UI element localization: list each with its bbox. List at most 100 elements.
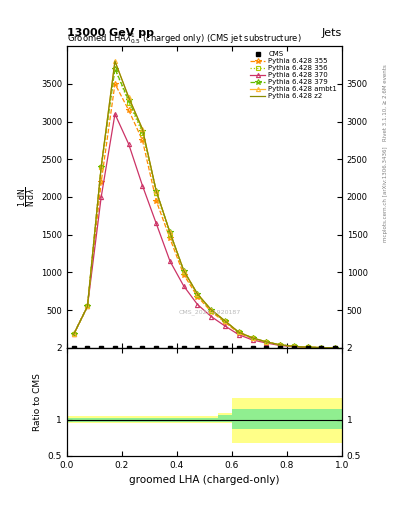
Pythia 6.428 370 <box>85 303 90 309</box>
Pythia 6.428 379 <box>154 188 159 194</box>
Pythia 6.428 355 <box>140 137 145 143</box>
Text: Jets: Jets <box>321 28 342 38</box>
Pythia 6.428 ambt1 <box>127 94 131 100</box>
Pythia 6.428 z2 <box>264 339 269 345</box>
Pythia 6.428 370 <box>72 331 76 337</box>
Text: CMS_2021-1920187: CMS_2021-1920187 <box>179 309 241 314</box>
Pythia 6.428 370 <box>278 343 283 349</box>
Pythia 6.428 379 <box>140 127 145 134</box>
Pythia 6.428 370 <box>195 302 200 308</box>
Pythia 6.428 z2 <box>113 58 118 64</box>
CMS <box>278 345 283 351</box>
Pythia 6.428 355 <box>168 236 173 242</box>
CMS <box>99 345 104 351</box>
Text: 13000 GeV pp: 13000 GeV pp <box>67 28 154 38</box>
Pythia 6.428 z2 <box>292 343 296 349</box>
Pythia 6.428 ambt1 <box>264 339 269 345</box>
Pythia 6.428 355 <box>292 344 296 350</box>
Pythia 6.428 355 <box>99 179 104 185</box>
Y-axis label: Ratio to CMS: Ratio to CMS <box>33 373 42 431</box>
Line: Pythia 6.428 379: Pythia 6.428 379 <box>71 66 338 351</box>
Pythia 6.428 370 <box>127 141 131 147</box>
CMS <box>182 345 186 351</box>
Pythia 6.428 370 <box>113 111 118 117</box>
Pythia 6.428 ambt1 <box>72 331 76 337</box>
Pythia 6.428 356 <box>264 339 269 345</box>
Pythia 6.428 355 <box>250 335 255 342</box>
Pythia 6.428 z2 <box>182 267 186 273</box>
Pythia 6.428 379 <box>319 345 324 351</box>
Pythia 6.428 356 <box>292 344 296 350</box>
Pythia 6.428 ambt1 <box>305 344 310 350</box>
Pythia 6.428 370 <box>250 337 255 343</box>
Text: Groomed LHA$\lambda^{1}_{0.5}$ (charged only) (CMS jet substructure): Groomed LHA$\lambda^{1}_{0.5}$ (charged … <box>67 31 301 46</box>
Pythia 6.428 ambt1 <box>85 303 90 309</box>
Pythia 6.428 z2 <box>237 329 241 335</box>
Pythia 6.428 ambt1 <box>237 329 241 335</box>
Pythia 6.428 356 <box>319 345 324 351</box>
Pythia 6.428 379 <box>264 339 269 345</box>
Pythia 6.428 ambt1 <box>292 343 296 349</box>
Pythia 6.428 355 <box>127 107 131 113</box>
Pythia 6.428 379 <box>99 164 104 170</box>
Pythia 6.428 355 <box>319 345 324 351</box>
CMS <box>127 345 131 351</box>
CMS <box>113 345 118 351</box>
Line: CMS: CMS <box>72 346 337 350</box>
X-axis label: groomed LHA (charged-only): groomed LHA (charged-only) <box>129 475 279 485</box>
Pythia 6.428 370 <box>292 344 296 350</box>
Pythia 6.428 356 <box>305 344 310 350</box>
Line: Pythia 6.428 355: Pythia 6.428 355 <box>71 81 338 351</box>
Pythia 6.428 ambt1 <box>333 345 338 351</box>
Pythia 6.428 355 <box>113 81 118 87</box>
Pythia 6.428 ambt1 <box>222 318 227 324</box>
Line: Pythia 6.428 370: Pythia 6.428 370 <box>72 112 337 350</box>
Pythia 6.428 379 <box>127 97 131 103</box>
Pythia 6.428 356 <box>85 303 90 309</box>
Pythia 6.428 370 <box>264 340 269 346</box>
CMS <box>85 345 90 351</box>
Pythia 6.428 356 <box>333 345 338 351</box>
Pythia 6.428 356 <box>72 331 76 337</box>
Pythia 6.428 370 <box>333 345 338 351</box>
Line: Pythia 6.428 ambt1: Pythia 6.428 ambt1 <box>72 59 337 350</box>
CMS <box>154 345 159 351</box>
Pythia 6.428 z2 <box>168 229 173 236</box>
Pythia 6.428 355 <box>195 293 200 300</box>
Pythia 6.428 ambt1 <box>154 188 159 194</box>
Pythia 6.428 356 <box>209 308 214 314</box>
Pythia 6.428 379 <box>195 291 200 297</box>
CMS <box>209 345 214 351</box>
Pythia 6.428 z2 <box>72 331 76 337</box>
CMS <box>237 345 241 351</box>
Pythia 6.428 355 <box>278 342 283 348</box>
Pythia 6.428 z2 <box>278 342 283 348</box>
Pythia 6.428 ambt1 <box>250 335 255 341</box>
Pythia 6.428 z2 <box>127 94 131 100</box>
Pythia 6.428 ambt1 <box>99 164 104 170</box>
Pythia 6.428 ambt1 <box>278 342 283 348</box>
Pythia 6.428 355 <box>305 344 310 350</box>
CMS <box>292 345 296 351</box>
Pythia 6.428 ambt1 <box>182 267 186 273</box>
Pythia 6.428 355 <box>85 303 90 309</box>
Pythia 6.428 356 <box>154 190 159 196</box>
CMS <box>250 345 255 351</box>
Pythia 6.428 379 <box>72 331 76 337</box>
Pythia 6.428 379 <box>250 335 255 341</box>
Pythia 6.428 370 <box>237 332 241 338</box>
Pythia 6.428 z2 <box>154 188 159 194</box>
Pythia 6.428 355 <box>222 319 227 325</box>
Pythia 6.428 379 <box>85 303 90 309</box>
Legend: CMS, Pythia 6.428 355, Pythia 6.428 356, Pythia 6.428 370, Pythia 6.428 379, Pyt: CMS, Pythia 6.428 355, Pythia 6.428 356,… <box>247 48 340 102</box>
Pythia 6.428 356 <box>195 292 200 298</box>
Pythia 6.428 379 <box>222 318 227 324</box>
Pythia 6.428 370 <box>305 344 310 350</box>
Pythia 6.428 355 <box>333 345 338 351</box>
CMS <box>333 345 338 351</box>
Pythia 6.428 z2 <box>209 307 214 313</box>
Pythia 6.428 356 <box>222 318 227 325</box>
Pythia 6.428 356 <box>99 164 104 170</box>
Pythia 6.428 z2 <box>195 291 200 297</box>
Pythia 6.428 356 <box>278 342 283 348</box>
